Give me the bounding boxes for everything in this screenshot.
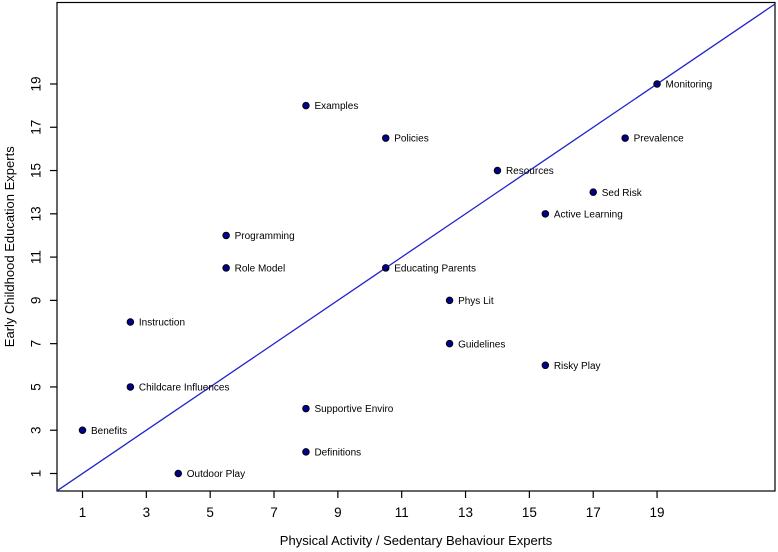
data-point-label-role-model: Role Model <box>235 264 286 275</box>
y-tick-label: 1 <box>29 470 44 478</box>
plot-border <box>56 1 776 492</box>
data-point-label-instruction: Instruction <box>139 318 185 329</box>
y-tick-label: 7 <box>29 340 44 348</box>
data-point-programming <box>222 231 230 240</box>
data-point-label-monitoring: Monitoring <box>666 80 713 91</box>
y-tick-label: 9 <box>29 297 44 305</box>
data-point-label-active-learning: Active Learning <box>554 209 623 220</box>
data-point-benefits <box>78 426 87 434</box>
identity-line <box>56 3 776 492</box>
data-point-label-policies: Policies <box>394 134 428 145</box>
x-tick-label: 5 <box>206 505 214 520</box>
data-point-label-guidelines: Guidelines <box>458 339 505 350</box>
data-point-label-phys-lit: Phys Lit <box>458 296 494 307</box>
x-tick-label: 11 <box>395 505 409 520</box>
data-point-policies <box>381 134 390 142</box>
x-tick-label: 15 <box>522 505 537 520</box>
y-tick-label: 11 <box>29 250 44 264</box>
data-point-educating-parents <box>381 264 390 272</box>
y-tick-label: 5 <box>29 383 44 391</box>
data-point-instruction <box>126 318 135 326</box>
y-tick-label: 3 <box>29 426 44 434</box>
data-point-supportive-enviro <box>302 404 310 413</box>
data-point-monitoring <box>653 80 661 88</box>
data-point-label-examples: Examples <box>314 101 358 112</box>
data-point-label-outdoor-play: Outdoor Play <box>187 469 245 480</box>
x-tick-label: 1 <box>79 505 87 520</box>
data-point-prevalence <box>621 134 629 142</box>
y-tick-label: 19 <box>29 76 44 91</box>
y-axis-title: Early Childhood Education Experts <box>2 146 17 347</box>
data-point-phys-lit <box>445 296 454 305</box>
y-tick-label: 13 <box>29 206 44 221</box>
y-tick-label: 15 <box>29 163 44 178</box>
data-point-label-childcare-influences: Childcare Influences <box>139 383 230 394</box>
x-tick-label: 9 <box>334 505 342 520</box>
data-point-examples <box>302 101 310 110</box>
data-point-childcare-influences <box>126 383 135 391</box>
data-point-outdoor-play <box>174 469 183 478</box>
data-point-risky-play <box>541 361 550 370</box>
x-tick-label: 17 <box>586 505 601 520</box>
data-point-label-resources: Resources <box>506 166 554 177</box>
data-point-guidelines <box>445 339 454 348</box>
x-axis-title: Physical Activity / Sedentary Behaviour … <box>280 533 553 548</box>
data-point-active-learning <box>541 210 550 218</box>
data-point-resources <box>493 166 502 175</box>
data-point-label-definitions: Definitions <box>314 447 361 458</box>
x-tick-label: 19 <box>650 505 665 520</box>
data-point-label-prevalence: Prevalence <box>634 134 684 145</box>
data-point-label-programming: Programming <box>235 231 295 242</box>
y-tick-label: 17 <box>29 120 44 135</box>
data-point-label-benefits: Benefits <box>91 426 127 437</box>
x-tick-label: 13 <box>458 505 473 520</box>
data-point-sed-risk <box>589 188 597 196</box>
data-point-role-model <box>222 264 230 272</box>
data-point-label-supportive-enviro: Supportive Enviro <box>314 404 393 415</box>
data-point-label-sed-risk: Sed Risk <box>602 188 643 199</box>
data-point-label-risky-play: Risky Play <box>554 361 601 372</box>
data-point-definitions <box>302 448 310 456</box>
data-point-label-educating-parents: Educating Parents <box>394 264 476 275</box>
x-tick-label: 3 <box>143 505 151 520</box>
x-tick-label: 7 <box>270 505 278 520</box>
